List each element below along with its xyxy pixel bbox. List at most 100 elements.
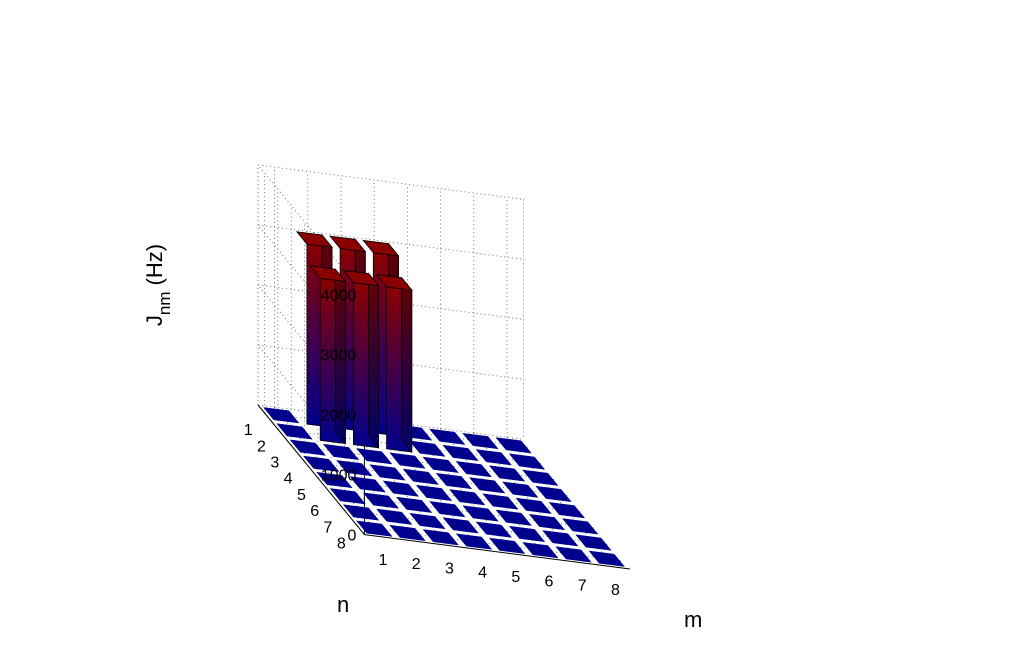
floor-tile xyxy=(356,448,393,465)
n-tick-label: 3 xyxy=(270,455,279,472)
bar xyxy=(342,269,380,449)
n-tick-label: 6 xyxy=(310,503,319,520)
n-tick-label: 2 xyxy=(257,438,266,455)
m-tick-label: 8 xyxy=(611,582,620,599)
floor-tile xyxy=(462,505,499,522)
floor-tile xyxy=(322,443,360,461)
floor-tile xyxy=(482,493,519,510)
floor-tile xyxy=(542,530,579,547)
floor-tile xyxy=(561,518,599,535)
bar-side-face xyxy=(401,276,413,454)
bar-top-face xyxy=(362,239,400,257)
floor-tile xyxy=(555,546,592,563)
floor-tile xyxy=(508,453,546,470)
bars-layer xyxy=(295,231,413,454)
bar-top-face xyxy=(309,265,347,283)
m-tick-label: 1 xyxy=(379,552,388,569)
m-tick-label: 4 xyxy=(478,565,487,582)
floor-tile xyxy=(522,469,559,486)
floor-tile xyxy=(588,550,625,567)
m-tick-label: 3 xyxy=(445,560,454,577)
z-axis-title-sub: nm xyxy=(155,291,174,315)
floor-tile xyxy=(528,513,566,531)
m-tick-label: 7 xyxy=(578,578,587,595)
floor-tile xyxy=(302,455,340,472)
bar-top-face xyxy=(342,269,380,287)
floor-tile xyxy=(382,480,420,497)
floor-tile xyxy=(356,520,393,537)
z-tick-label: 3000 xyxy=(321,348,357,365)
bar xyxy=(375,274,413,454)
m-tick-label: 5 xyxy=(511,569,520,586)
z-tick-label: 1000 xyxy=(321,468,357,485)
floor-tile xyxy=(263,407,300,424)
floor-tile xyxy=(422,529,459,546)
bar xyxy=(309,265,347,445)
floor-tile xyxy=(508,525,546,543)
floor-tile xyxy=(495,437,532,454)
n-tick-label: 8 xyxy=(337,536,346,553)
m-tick-label: 6 xyxy=(545,573,554,590)
floor-tile xyxy=(468,477,506,494)
floor-tile xyxy=(289,439,327,456)
floor-tile xyxy=(515,497,552,514)
z-tick-label: 0 xyxy=(347,528,356,545)
floor-tile xyxy=(409,512,446,530)
floor-tile xyxy=(502,481,539,498)
z-tick-label: 2000 xyxy=(321,408,357,425)
floor-tile xyxy=(575,534,612,551)
floor-tile xyxy=(409,440,446,457)
floor-tile xyxy=(402,468,439,485)
floor-tile xyxy=(389,452,426,469)
floor-tile xyxy=(442,517,479,534)
bar-top-face xyxy=(295,231,334,248)
floor-tile xyxy=(455,461,493,478)
floor-tile xyxy=(329,488,366,505)
floor-tile xyxy=(422,456,459,473)
svg-text:Jnm(Hz): Jnm (Hz) xyxy=(142,244,174,326)
floor-tile xyxy=(362,492,400,509)
n-tick-label: 1 xyxy=(244,422,253,439)
floor-tile xyxy=(455,533,493,550)
floor-tile xyxy=(336,460,373,477)
floor-tiles xyxy=(263,407,625,567)
z-tick-label: 4000 xyxy=(321,288,357,305)
floor-tile xyxy=(442,444,479,462)
bar-top-face xyxy=(329,235,367,253)
floor-tile xyxy=(349,476,386,493)
x-axis-title: m xyxy=(684,607,702,632)
floor-tile xyxy=(389,524,426,542)
floor-tile xyxy=(535,485,572,503)
floor-tile xyxy=(488,537,526,554)
floor-tile xyxy=(316,471,353,489)
floor-tile xyxy=(429,501,466,518)
m-axis-line xyxy=(364,534,631,570)
floor-tile xyxy=(369,464,406,481)
z-axis-title-main: J xyxy=(142,315,167,326)
floor-tile xyxy=(462,432,499,450)
n-tick-label: 7 xyxy=(324,519,333,536)
floor-tile xyxy=(376,508,413,525)
bar-side-face xyxy=(368,272,380,449)
n-tick-label: 4 xyxy=(284,471,293,488)
floor-tile xyxy=(415,484,453,502)
floor-tile xyxy=(495,509,532,526)
floor-tile xyxy=(475,521,513,538)
floor-tile xyxy=(429,428,466,445)
floor-tile xyxy=(449,489,486,506)
z-axis-title: Jnm (Hz) xyxy=(142,244,174,326)
bar-top-face xyxy=(375,274,413,291)
floor-tile xyxy=(395,496,433,513)
floor-tile xyxy=(548,502,586,519)
floor-tile xyxy=(435,472,473,490)
floor-tile xyxy=(276,423,313,440)
floor-tile xyxy=(342,504,380,521)
n-axis-line xyxy=(257,404,365,535)
m-tick-label: 2 xyxy=(412,556,421,573)
floor-tile xyxy=(522,542,559,559)
n-tick-label: 5 xyxy=(297,487,306,504)
floor-tile xyxy=(488,465,526,482)
z-axis-title-unit: (Hz) xyxy=(142,244,167,286)
